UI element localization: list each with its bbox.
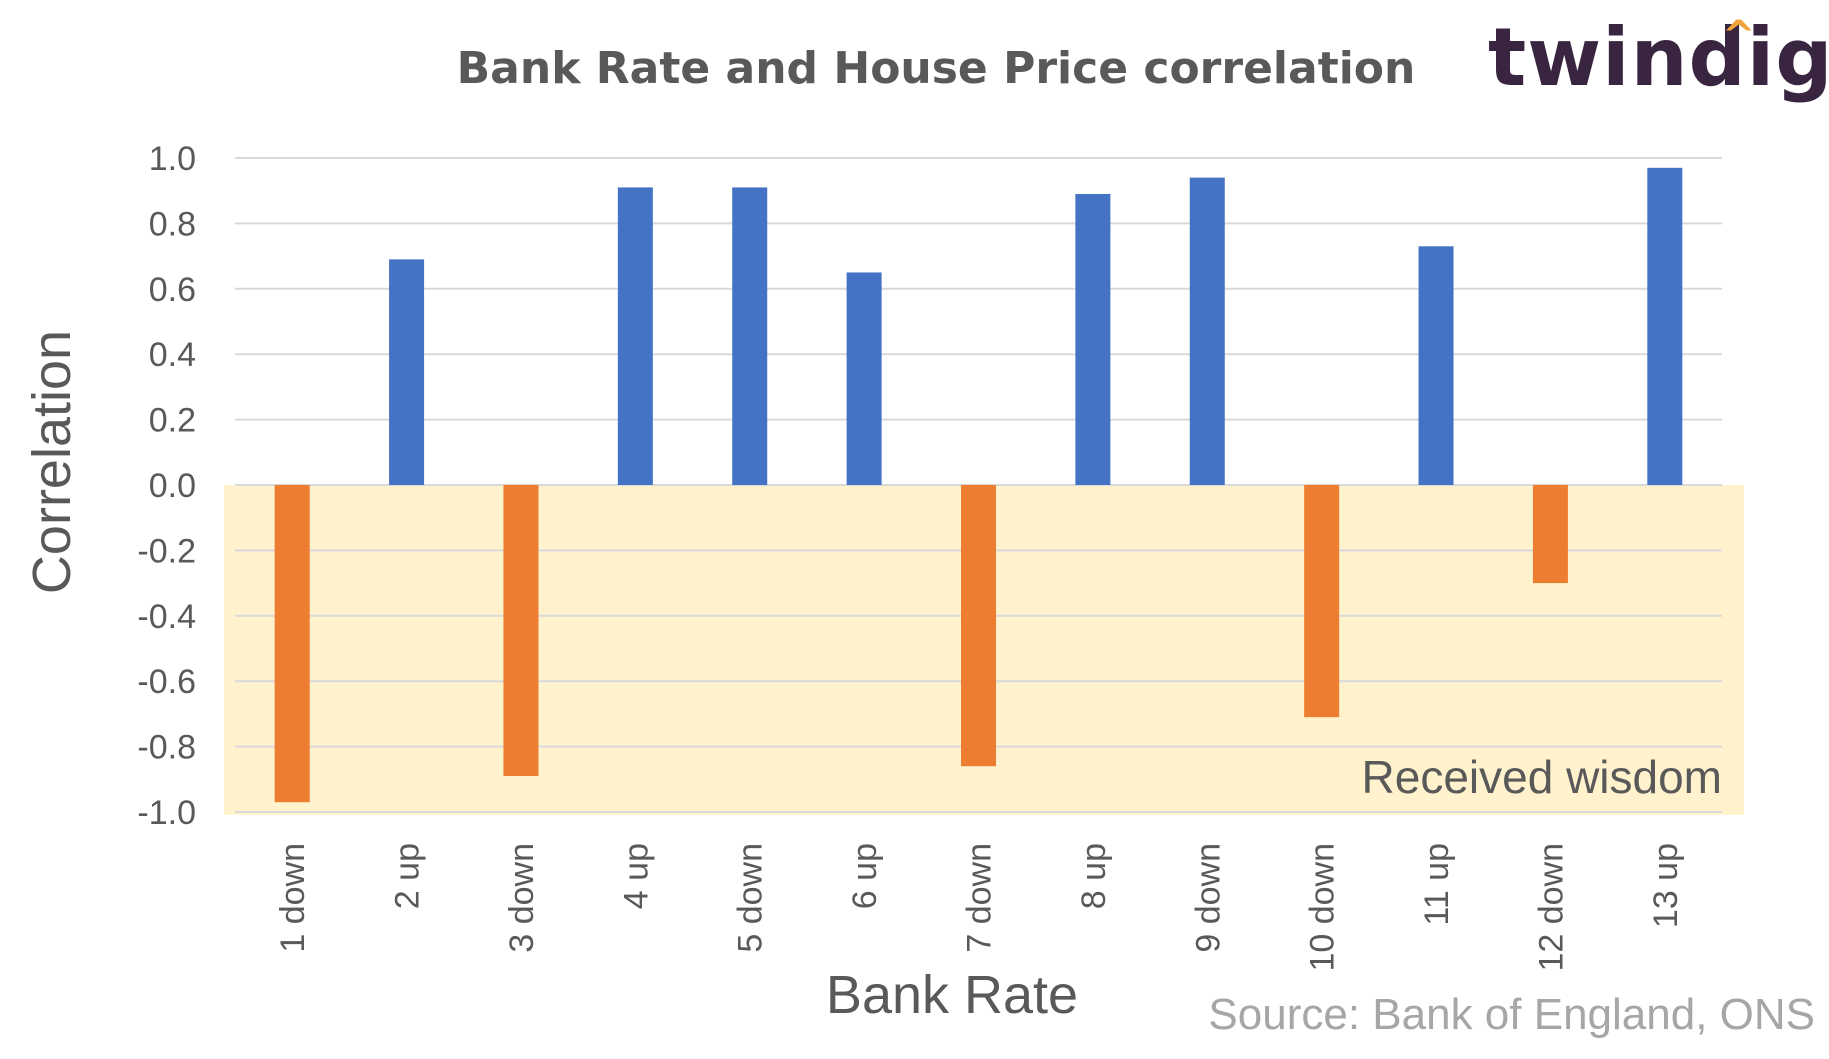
x-axis-ticks: 1 down 2 up 3 down 4 up 5 down 6 up 7 down 8 up…: [274, 843, 1685, 972]
x-tick-label: 8 up: [1075, 843, 1113, 909]
y-axis-label: Correlation: [22, 330, 82, 594]
chart-title: Bank Rate and House Price correlation: [457, 43, 1416, 94]
x-tick-label: 6 up: [846, 843, 884, 909]
y-tick-label: 0.2: [149, 402, 196, 440]
y-tick-label: -0.8: [137, 729, 196, 767]
x-axis-label: Bank Rate: [826, 965, 1078, 1025]
bar-3-down: [503, 485, 539, 777]
bar-12-down: [1532, 485, 1568, 584]
x-tick-label: 2 up: [389, 843, 427, 909]
y-tick-label: -0.2: [137, 532, 196, 570]
bar-5-down: [732, 187, 768, 485]
twindig-logo: twindig: [1488, 11, 1829, 104]
y-tick-label: 0.4: [149, 336, 196, 374]
y-tick-label: -0.6: [137, 663, 196, 701]
x-tick-label: 9 down: [1189, 843, 1227, 953]
y-axis-ticks: 1.0 0.8 0.6 0.4 0.2 0.0 -0.2 -0.4 -0.6 -0.8 -1.0: [137, 140, 196, 832]
x-tick-label: 13 up: [1647, 843, 1685, 928]
source-note: Source: Bank of England, ONS: [1208, 990, 1815, 1039]
x-tick-label: 11 up: [1418, 843, 1456, 926]
x-tick-label: 3 down: [503, 843, 541, 953]
x-tick-label: 4 up: [617, 843, 655, 909]
x-tick-label: 7 down: [961, 843, 999, 953]
logo-caret-icon: ^: [1722, 13, 1756, 59]
received-wisdom-label: Received wisdom: [1362, 751, 1722, 803]
x-tick-label: 5 down: [732, 843, 770, 953]
bars: [274, 167, 1683, 803]
bar-8-up: [1075, 193, 1111, 485]
bar-9-down: [1189, 177, 1225, 485]
bar-6-up: [846, 272, 882, 485]
y-tick-label: 0.0: [149, 467, 196, 505]
bar-10-down: [1304, 485, 1340, 718]
y-tick-label: 1.0: [149, 140, 196, 178]
bar-13-up: [1647, 167, 1683, 485]
bar-11-up: [1418, 246, 1454, 485]
y-tick-label: 0.6: [149, 271, 196, 309]
y-tick-label: 0.8: [149, 205, 196, 243]
x-tick-label: 10 down: [1304, 843, 1342, 972]
y-tick-label: -0.4: [137, 598, 196, 636]
bar-4-up: [617, 187, 653, 485]
x-tick-label: 1 down: [274, 843, 312, 953]
y-tick-label: -1.0: [137, 794, 196, 832]
x-tick-label: 12 down: [1532, 843, 1570, 972]
bar-1-down: [274, 485, 310, 803]
bar-2-up: [389, 259, 425, 485]
bar-7-down: [961, 485, 996, 767]
